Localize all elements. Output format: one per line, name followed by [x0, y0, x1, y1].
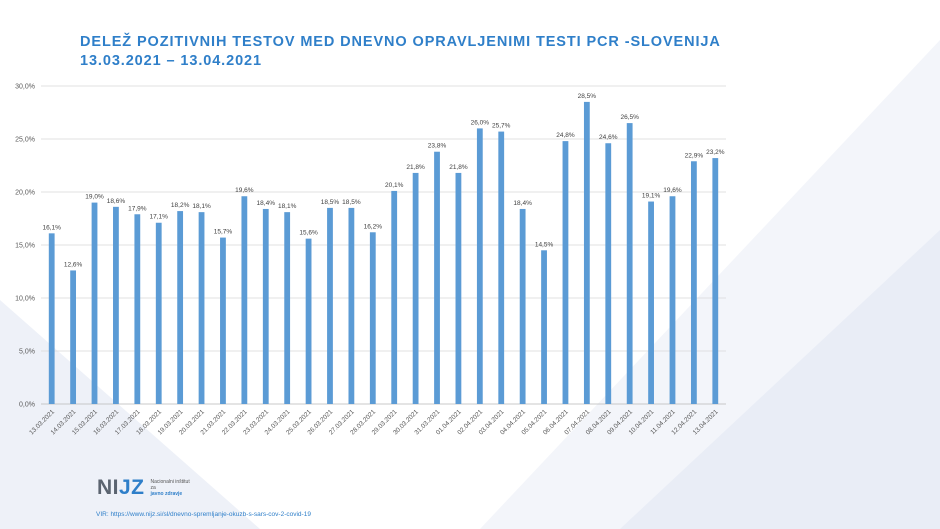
bar	[455, 172, 462, 404]
logo-text-line-3: javno zdravje	[150, 491, 183, 497]
nijz-logo: NIJZ Nacionalni inštitut za javno zdravj…	[97, 476, 190, 500]
data-label: 24,8%	[556, 132, 575, 139]
bar	[412, 172, 419, 404]
bar	[48, 233, 55, 404]
bar	[669, 196, 676, 404]
data-label: 19,0%	[85, 194, 104, 201]
data-label: 24,6%	[599, 134, 618, 141]
data-label: 19,6%	[235, 187, 254, 194]
title-line-2: 13.03.2021 – 13.04.2021	[80, 53, 262, 69]
data-label: 20,1%	[385, 182, 404, 189]
y-tick-label: 25,0%	[15, 137, 35, 144]
bar	[519, 208, 526, 404]
bar	[583, 101, 590, 405]
bar	[648, 201, 654, 404]
data-label: 18,4%	[513, 200, 532, 207]
y-tick-label: 15,0%	[15, 243, 35, 250]
data-label: 16,1%	[42, 224, 61, 231]
bar	[220, 237, 226, 404]
bar	[498, 131, 505, 404]
data-label: 19,1%	[642, 193, 661, 200]
bar	[626, 123, 633, 404]
bar	[391, 190, 398, 404]
data-label: 18,1%	[278, 203, 297, 210]
data-label: 15,7%	[214, 229, 233, 236]
data-label: 17,1%	[150, 214, 169, 221]
y-tick-label: 5,0%	[19, 349, 35, 356]
bar	[70, 270, 77, 404]
bar	[241, 196, 248, 404]
data-label: 17,9%	[128, 205, 147, 212]
bar	[712, 158, 719, 404]
bar	[541, 250, 547, 404]
data-label: 12,6%	[64, 261, 83, 268]
y-tick-label: 30,0%	[15, 84, 35, 91]
data-label: 21,8%	[449, 164, 468, 171]
data-label: 18,4%	[257, 200, 276, 207]
chart-title: DELEŽ POZITIVNIH TESTOV MED DNEVNO OPRAV…	[80, 33, 721, 71]
logo-text-line-1: Nacionalni inštitut	[150, 479, 190, 485]
bar	[348, 207, 355, 404]
source-link[interactable]: VIR: https://www.nijz.si/sl/dnevno-sprem…	[96, 511, 311, 518]
y-tick-label: 10,0%	[15, 296, 35, 303]
data-label: 18,1%	[192, 203, 211, 210]
bar	[262, 208, 269, 404]
bar	[305, 238, 312, 404]
bar	[91, 202, 98, 404]
data-label: 26,5%	[620, 114, 639, 121]
bar	[690, 161, 697, 404]
logo-mark-left: NI	[97, 476, 119, 499]
data-label: 15,6%	[299, 230, 318, 237]
bar	[198, 212, 205, 404]
bar	[113, 206, 119, 404]
bar	[434, 151, 440, 404]
data-label: 23,8%	[428, 143, 447, 150]
bar	[284, 212, 291, 404]
logo-text: Nacionalni inštitut za javno zdravje	[151, 479, 190, 497]
data-label: 25,7%	[492, 123, 511, 130]
bar	[369, 232, 376, 404]
data-label: 21,8%	[406, 164, 425, 171]
data-label: 16,2%	[364, 223, 383, 230]
logo-mark: NIJZ	[97, 476, 145, 500]
bar	[134, 214, 141, 404]
data-label: 28,5%	[578, 93, 597, 100]
y-tick-label: 20,0%	[15, 190, 35, 197]
data-label: 22,9%	[685, 152, 704, 159]
bar	[327, 207, 333, 404]
bar	[177, 211, 184, 404]
data-label: 18,5%	[342, 199, 361, 206]
bar	[476, 128, 483, 404]
logo-mark-right: JZ	[119, 476, 145, 499]
bar	[562, 141, 569, 404]
bar	[155, 222, 162, 404]
logo-text-line-2: za	[150, 485, 156, 491]
y-tick-label: 0,0%	[19, 402, 35, 409]
bar	[605, 143, 612, 405]
data-label: 18,5%	[321, 199, 340, 206]
data-label: 18,6%	[107, 198, 126, 205]
data-label: 26,0%	[471, 119, 490, 126]
data-label: 14,5%	[535, 241, 554, 248]
title-line-1: DELEŽ POZITIVNIH TESTOV MED DNEVNO OPRAV…	[80, 34, 721, 50]
data-label: 19,6%	[663, 187, 682, 194]
data-label: 23,2%	[706, 149, 725, 156]
data-label: 18,2%	[171, 202, 190, 209]
